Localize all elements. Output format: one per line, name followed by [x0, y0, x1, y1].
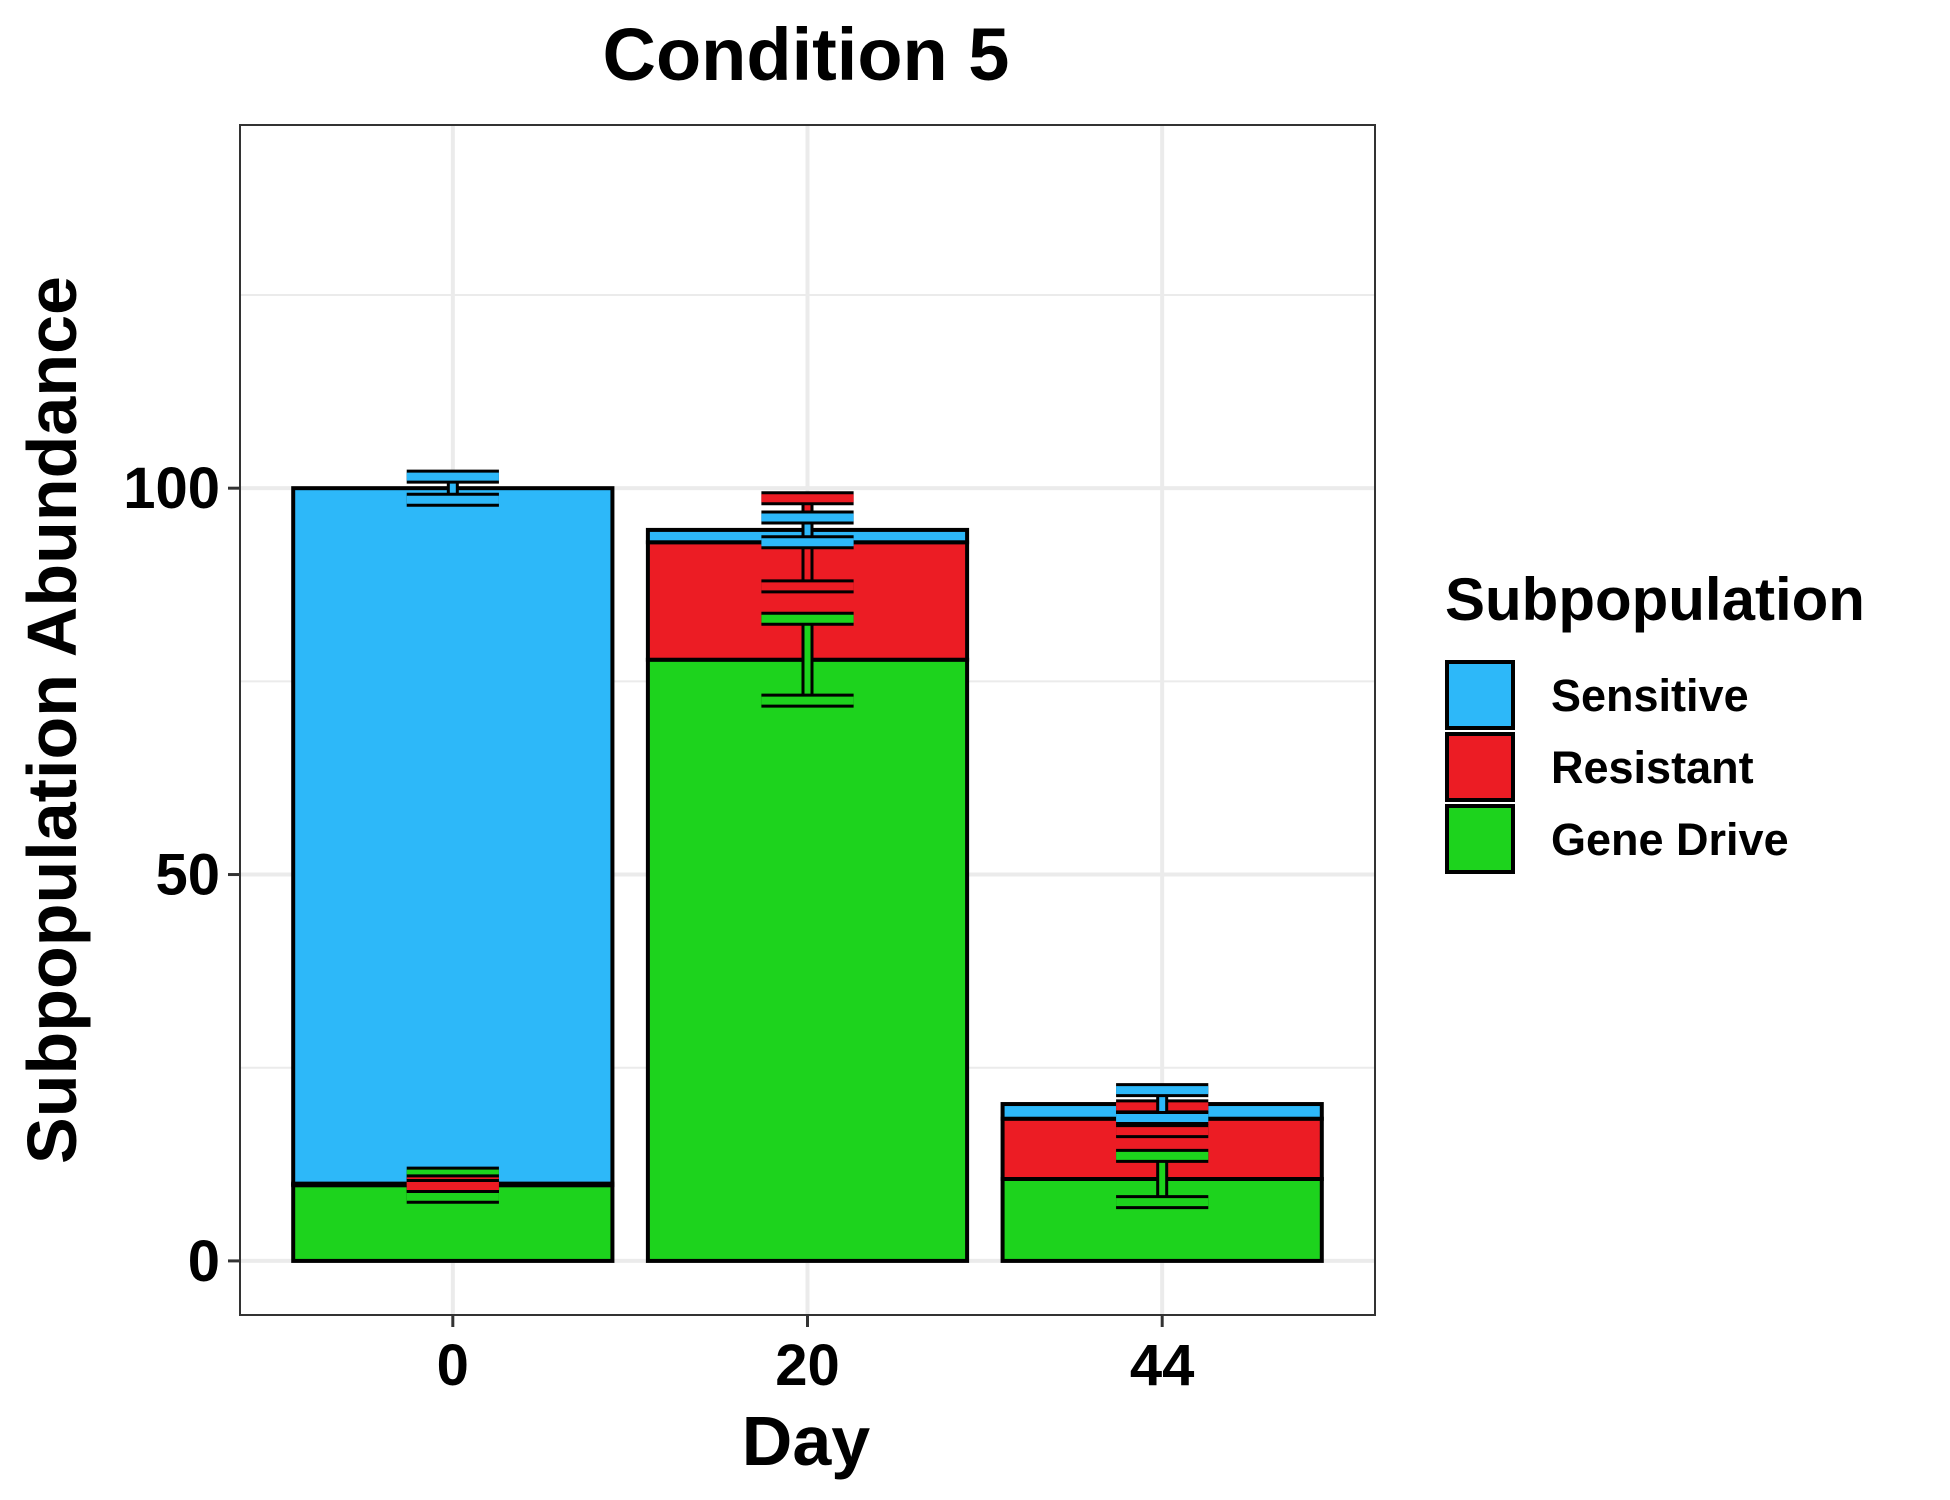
- legend-key-gene-drive: [1445, 804, 1515, 874]
- legend-title: Subpopulation: [1445, 566, 1865, 633]
- y-tick-label: 100: [123, 456, 220, 521]
- x-tick-label: 20: [775, 1333, 840, 1398]
- bars: [291, 486, 1324, 1263]
- error-bar-sensitive-day-44: [1116, 1083, 1209, 1125]
- legend-key-resistant: [1445, 732, 1515, 802]
- y-tick-label: 0: [188, 1229, 220, 1294]
- x-axis-title: Day: [742, 1402, 870, 1480]
- bar-gene-drive-day-20: [645, 657, 970, 1263]
- x-tick-label: 0: [437, 1333, 469, 1398]
- y-axis: 0 50 100: [123, 456, 240, 1294]
- error-bar-resistant-day-0: [406, 1174, 499, 1193]
- x-tick-label: 44: [1130, 1333, 1195, 1398]
- legend: Subpopulation Sensitive Resistant Gene Dri…: [1445, 566, 1865, 874]
- x-axis: 0 20 44: [437, 1315, 1195, 1398]
- legend-key-sensitive: [1445, 660, 1515, 730]
- legend-label-sensitive: Sensitive: [1551, 670, 1749, 721]
- error-bar-sensitive-day-20: [761, 510, 854, 550]
- y-tick-label: 50: [155, 843, 220, 908]
- error-bars: [406, 469, 1209, 1210]
- error-bar-gene-drive-day-44: [1116, 1148, 1209, 1210]
- legend-label-resistant: Resistant: [1551, 742, 1754, 793]
- error-bar-gene-drive-day-20: [761, 611, 854, 708]
- y-axis-title: Subpopulation Abundance: [13, 276, 91, 1164]
- bar-sensitive-day-0: [291, 486, 615, 1186]
- legend-label-gene-drive: Gene Drive: [1551, 814, 1789, 865]
- chart-title: Condition 5: [603, 13, 1010, 96]
- plot-panel: [239, 124, 1376, 1316]
- error-bar-sensitive-day-0: [406, 469, 499, 507]
